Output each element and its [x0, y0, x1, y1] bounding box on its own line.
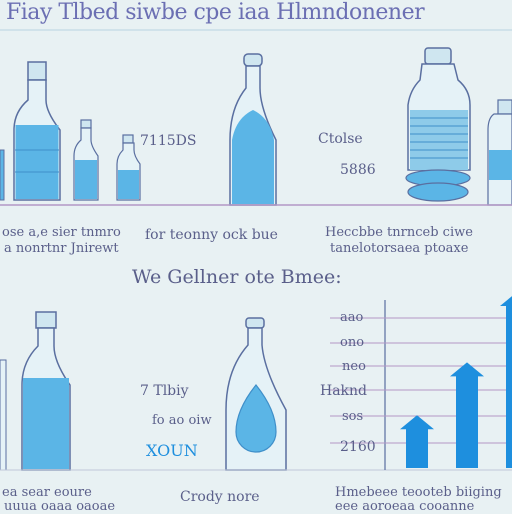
bottle-icon — [0, 149, 5, 201]
caption: ea sear eoure — [2, 485, 92, 500]
bottle-icon — [13, 61, 61, 201]
bar-2 — [450, 362, 484, 468]
figure-value: XOUN — [146, 441, 198, 460]
axis-label: aao — [340, 310, 364, 325]
bottle-icon — [21, 311, 71, 471]
caption: a nonrtnr Jnirewt — [4, 241, 119, 256]
bottle-icon — [229, 53, 277, 206]
figure-value: 7 Tlbiy — [140, 383, 189, 399]
water-drop-icon — [225, 317, 287, 471]
bar-chart — [330, 296, 512, 470]
section-title: We Gellner ote Bmee: — [132, 266, 342, 288]
bottle-icon — [487, 99, 512, 206]
caption: Heccbbe tnrnceb ciwe — [325, 225, 473, 240]
caption: eee aoroeaa cooanne — [335, 499, 475, 514]
page-title: Fiay Tlbed siwbe cpe iaa Hlmndonener — [6, 0, 425, 25]
axis-label: sos — [342, 409, 364, 424]
bar-1 — [400, 415, 434, 468]
caption: for teonny ock bue — [145, 227, 278, 243]
figure-value: 5886 — [340, 162, 376, 178]
axis-label: Haknd — [320, 383, 368, 399]
caption: tanelotorsaea ptoaxe — [330, 241, 469, 256]
figure-value: fo ao oiw — [152, 413, 212, 428]
figure-value: 7115DS — [140, 133, 197, 149]
caption: ose a,e sier tnmro — [2, 225, 121, 240]
bar-3 — [500, 296, 512, 468]
bottle-icon — [0, 359, 7, 471]
axis-label: neo — [342, 359, 366, 374]
bottle-icon — [116, 134, 141, 201]
axis-label: ono — [340, 335, 365, 350]
caption: Crody nore — [180, 489, 260, 505]
caption: uuua oaaa oaoae — [4, 499, 116, 514]
caption: Hmebeee teooteb biiging — [335, 485, 502, 500]
figure-value: Ctolse — [318, 131, 363, 147]
bottle-icon — [405, 47, 471, 202]
bottle-icon — [73, 119, 99, 201]
axis-label: 2160 — [340, 439, 376, 455]
